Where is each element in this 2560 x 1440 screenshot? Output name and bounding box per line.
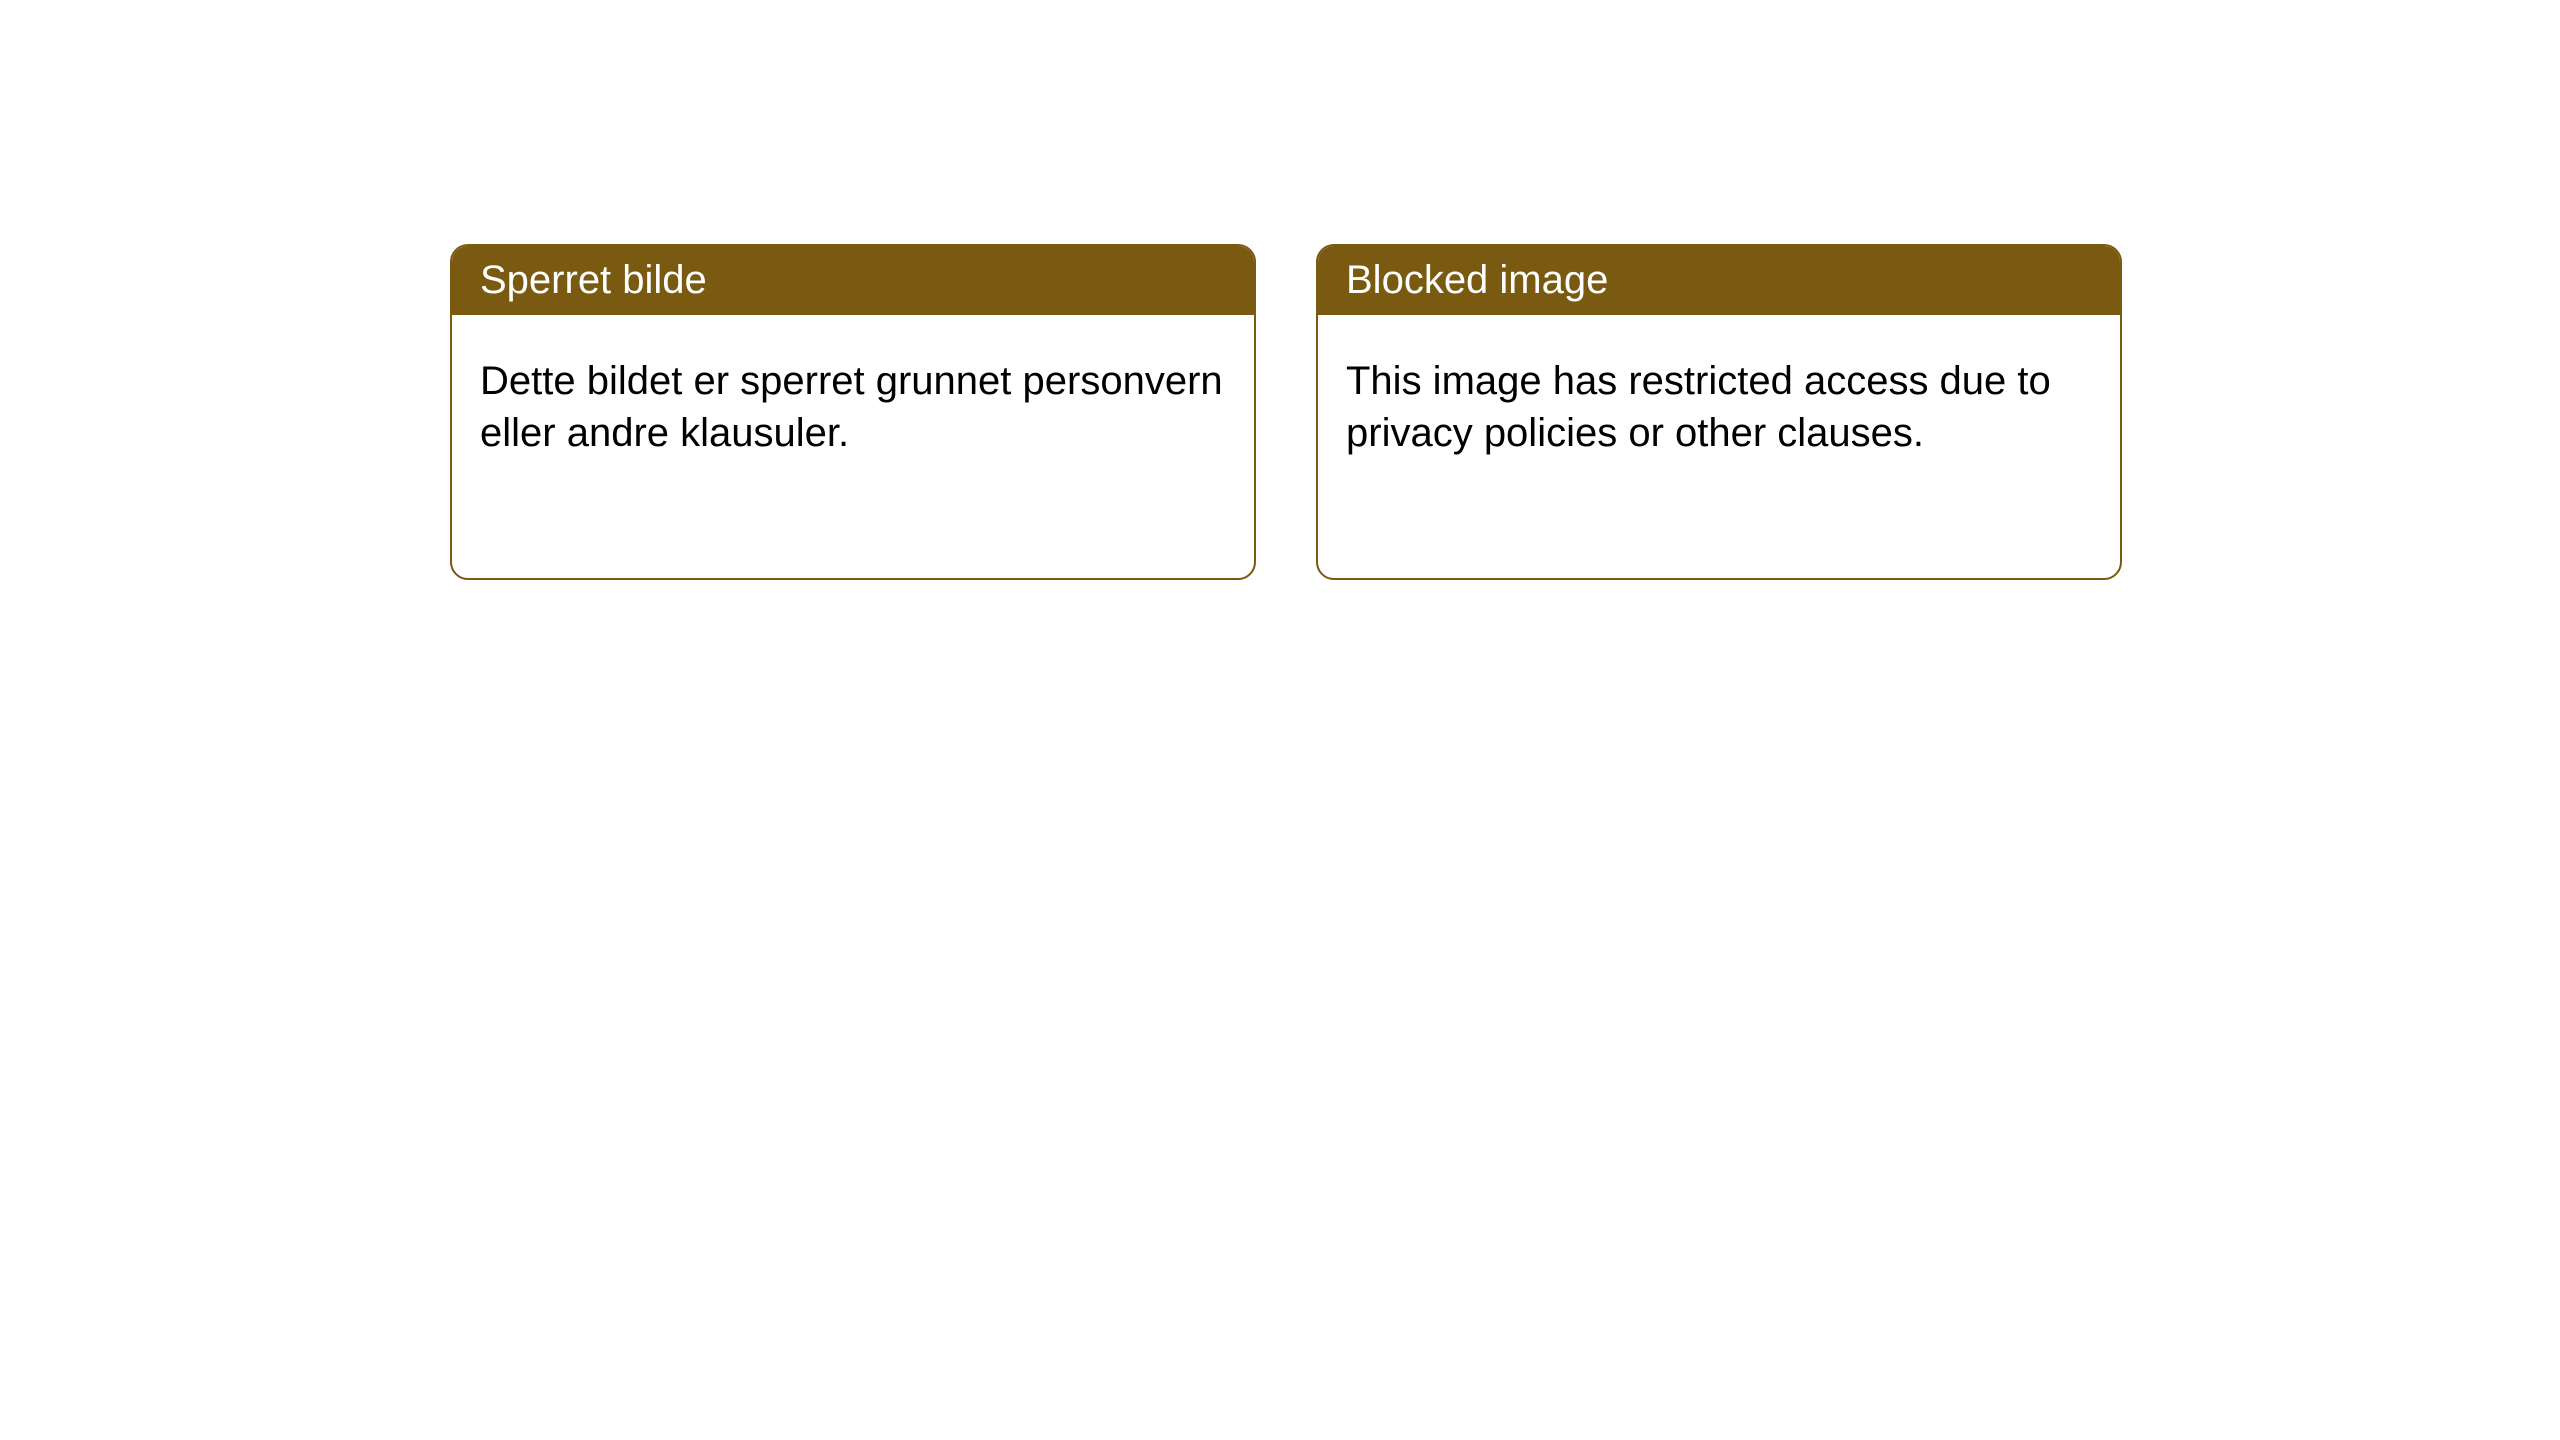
notice-card-english: Blocked image This image has restricted … [1316,244,2122,580]
notice-body: This image has restricted access due to … [1318,315,2120,499]
notice-body: Dette bildet er sperret grunnet personve… [452,315,1254,499]
notice-container: Sperret bilde Dette bildet er sperret gr… [0,0,2560,580]
notice-title: Sperret bilde [452,246,1254,315]
notice-card-norwegian: Sperret bilde Dette bildet er sperret gr… [450,244,1256,580]
notice-title: Blocked image [1318,246,2120,315]
